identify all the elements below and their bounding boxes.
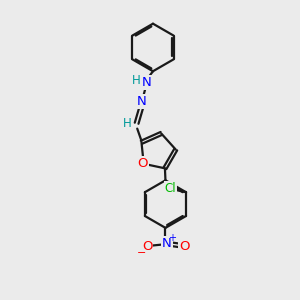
Text: O: O: [179, 240, 190, 254]
Text: −: −: [136, 248, 146, 258]
Text: Cl: Cl: [165, 182, 176, 195]
Text: +: +: [168, 233, 176, 243]
Text: H: H: [132, 74, 141, 87]
Text: O: O: [142, 240, 152, 254]
Text: H: H: [123, 117, 132, 130]
Text: O: O: [137, 157, 148, 170]
Text: N: N: [162, 237, 172, 250]
Text: N: N: [142, 76, 151, 89]
Text: N: N: [137, 95, 147, 108]
